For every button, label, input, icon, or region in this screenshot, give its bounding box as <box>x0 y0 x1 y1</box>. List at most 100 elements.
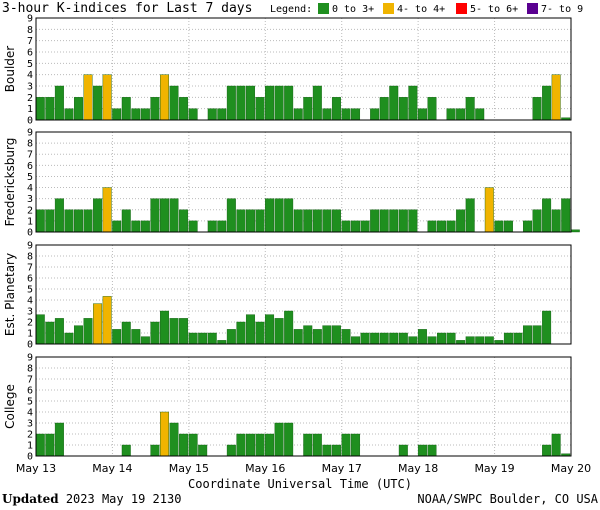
kindex-bar <box>561 198 571 233</box>
y-tick-label: 3 <box>27 307 33 318</box>
kindex-bar <box>284 422 294 457</box>
kindex-bar <box>207 108 217 121</box>
kindex-bar <box>169 422 179 457</box>
kindex-bar <box>465 97 475 121</box>
kindex-bar <box>150 198 160 233</box>
kindex-bar <box>331 444 341 457</box>
y-tick-label: 4 <box>27 183 33 194</box>
panel-label: College <box>3 384 17 429</box>
kindex-bar <box>121 444 131 457</box>
y-tick-label: 0 <box>27 228 33 239</box>
legend-item-label: 5- to 6+ <box>470 4 519 15</box>
y-tick-label: 1 <box>27 329 33 340</box>
kindex-bar <box>188 332 198 345</box>
kindex-bar <box>284 310 294 345</box>
kindex-bar <box>303 97 313 121</box>
kindex-bar <box>169 198 179 233</box>
y-tick-label: 3 <box>27 194 33 205</box>
legend-swatch <box>456 3 467 14</box>
x-tick-label: May 15 <box>169 462 209 475</box>
y-tick-label: 5 <box>27 172 33 183</box>
updated-stamp: Updated 2023 May 19 2130 <box>2 492 181 506</box>
y-tick-label: 2 <box>27 93 33 104</box>
kindex-bar <box>112 108 122 121</box>
kindex-bar <box>121 97 131 121</box>
kindex-bar <box>427 444 437 457</box>
kindex-bar <box>188 433 198 457</box>
kindex-bar <box>93 198 103 233</box>
y-tick-label: 8 <box>27 364 33 375</box>
y-tick-label: 3 <box>27 82 33 93</box>
kindex-bar <box>265 85 275 121</box>
kindex-bar <box>570 229 580 233</box>
x-tick-label: May 16 <box>245 462 285 475</box>
kindex-bar <box>159 411 169 457</box>
kindex-bar <box>312 329 322 345</box>
legend-label: Legend: <box>270 4 313 15</box>
updated-value: 2023 May 19 2130 <box>65 492 182 506</box>
kindex-bar <box>265 433 275 457</box>
panel-frame <box>35 17 572 121</box>
kindex-bar <box>427 336 437 345</box>
kindex-bar <box>341 108 351 121</box>
y-tick-label: 5 <box>27 59 33 70</box>
kindex-bar <box>169 318 179 345</box>
kindex-bar <box>236 321 246 345</box>
kindex-bar <box>274 85 284 121</box>
kindex-bar <box>64 209 74 233</box>
kindex-bar <box>83 318 93 345</box>
kindex-bar <box>532 97 542 121</box>
y-tick-label: 2 <box>27 205 33 216</box>
kindex-bar <box>341 220 351 233</box>
kindex-bar <box>293 209 303 233</box>
kindex-chart: 0123456789Boulder0123456789Fredericksbur… <box>3 14 591 476</box>
kindex-bar <box>217 340 227 345</box>
legend-item-label: 7- to 9 <box>541 4 584 15</box>
kindex-bar <box>322 325 332 345</box>
kindex-bar <box>54 422 64 457</box>
kindex-bar <box>45 97 55 121</box>
kindex-bar <box>54 198 64 233</box>
kindex-bar <box>312 209 322 233</box>
kindex-bar <box>207 220 217 233</box>
kindex-bar <box>437 220 447 233</box>
kindex-bar <box>370 209 380 233</box>
y-tick-label: 7 <box>27 375 33 386</box>
kindex-bar <box>54 85 64 121</box>
y-tick-label: 8 <box>27 252 33 263</box>
kindex-bar <box>150 444 160 457</box>
kindex-bar <box>64 108 74 121</box>
kindex-bar <box>351 220 361 233</box>
kindex-bar <box>456 108 466 121</box>
kindex-bar <box>255 97 265 121</box>
kindex-bar <box>226 444 236 457</box>
kindex-bar <box>245 85 255 121</box>
legend-swatch <box>318 3 329 14</box>
kindex-bar <box>93 303 103 345</box>
kindex-bar <box>112 220 122 233</box>
kindex-bar <box>140 336 150 345</box>
y-tick-label: 6 <box>27 386 33 397</box>
kindex-bar <box>198 332 208 345</box>
kindex-bar <box>503 220 513 233</box>
kindex-bar <box>303 209 313 233</box>
kindex-bar <box>35 314 45 345</box>
kindex-bar <box>379 209 389 233</box>
chart-title: 3-hour K-indices for Last 7 days <box>2 1 253 16</box>
y-tick-label: 9 <box>27 241 33 252</box>
kindex-bar <box>542 85 552 121</box>
kindex-bar <box>293 329 303 345</box>
kindex-bar <box>398 209 408 233</box>
kindex-bar <box>322 108 332 121</box>
kindex-bar <box>551 209 561 233</box>
panel-label: Est. Planetary <box>3 253 17 336</box>
kindex-bar <box>341 329 351 345</box>
kindex-bar <box>83 209 93 233</box>
kindex-bar <box>265 314 275 345</box>
kindex-bar <box>45 321 55 345</box>
y-tick-label: 2 <box>27 430 33 441</box>
kindex-bar <box>179 318 189 345</box>
kindex-bar <box>417 444 427 457</box>
kindex-bar <box>121 321 131 345</box>
kindex-bar <box>112 329 122 345</box>
